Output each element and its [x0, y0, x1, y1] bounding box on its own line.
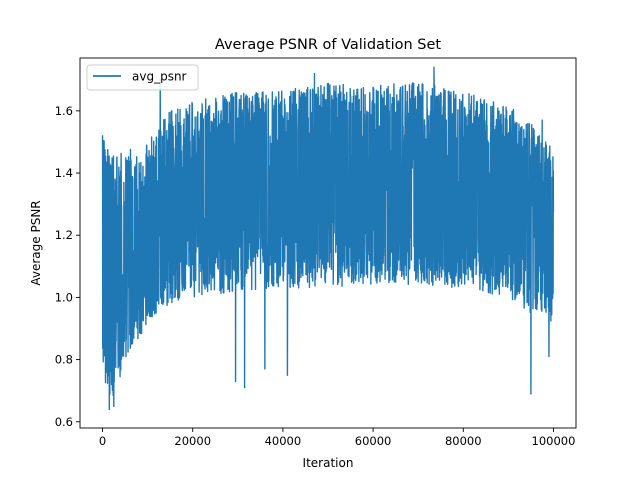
- x-axis: 0 20000 40000 60000 80000 100000: [99, 428, 576, 448]
- y-axis-label: Average PSNR: [29, 200, 43, 285]
- y-tick-label: 0.8: [55, 353, 73, 367]
- series-line-avg-psnr: [101, 66, 555, 411]
- axes-frame: [79, 57, 577, 429]
- series-extreme-point: [530, 393, 532, 395]
- x-tick-label: 20000: [174, 434, 211, 448]
- y-axis: 0.6 0.8 1.0 1.2 1.4 1.6: [55, 104, 80, 429]
- series-extreme-point: [243, 386, 246, 389]
- series-extreme-point: [548, 355, 550, 358]
- series-extreme-point: [101, 135, 104, 137]
- y-tick-label: 0.6: [55, 415, 73, 429]
- y-tick-label: 1.0: [55, 290, 73, 304]
- legend-label: avg_psnr: [132, 70, 187, 84]
- series-extreme-point: [433, 66, 435, 68]
- plot-area: [101, 66, 555, 411]
- series-extreme-point: [113, 405, 115, 407]
- x-axis-label: Iteration: [303, 456, 354, 470]
- series-extreme-point: [313, 72, 316, 75]
- y-tick-label: 1.6: [55, 104, 73, 118]
- x-tick-label: 80000: [445, 434, 482, 448]
- series-extreme-point: [108, 408, 110, 410]
- series-extreme-point: [286, 374, 289, 376]
- series-extreme-point: [264, 368, 266, 370]
- chart-title: Average PSNR of Validation Set: [215, 37, 442, 53]
- x-tick-label: 0: [99, 434, 106, 448]
- legend: avg_psnr: [86, 64, 199, 91]
- x-tick-label: 40000: [265, 434, 302, 448]
- y-tick-label: 1.4: [55, 166, 73, 180]
- series-extreme-point: [234, 380, 237, 382]
- series-extreme-point: [541, 119, 543, 121]
- x-tick-label: 100000: [532, 434, 576, 448]
- y-tick-label: 1.2: [55, 228, 73, 242]
- x-tick-label: 60000: [355, 434, 392, 448]
- legend-frame: [86, 64, 199, 91]
